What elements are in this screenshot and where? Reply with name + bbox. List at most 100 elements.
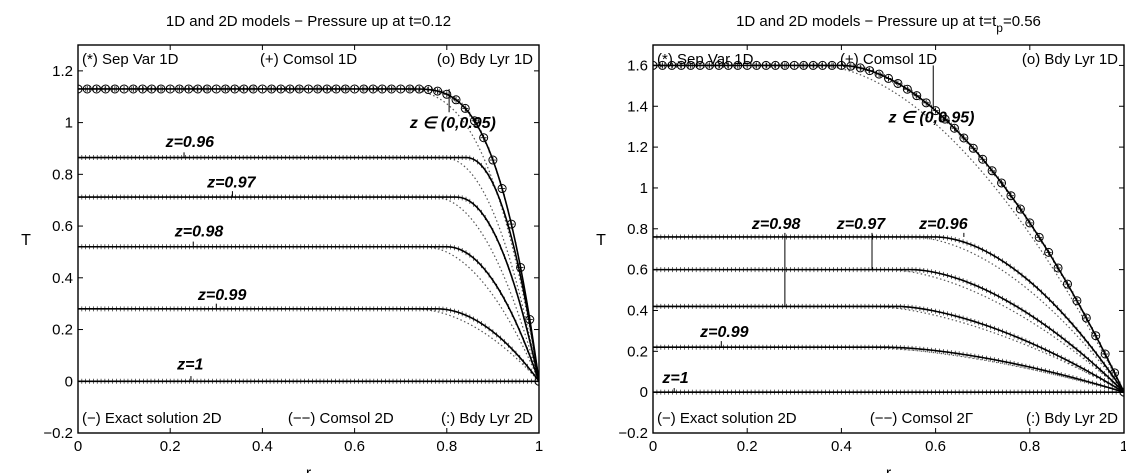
series-marker-o	[78, 84, 83, 94]
legend-comsol-1d: (+) Comsol 1D	[260, 51, 357, 68]
chart-panel-right: 1D and 2D models − Pressure up at t=tp=0…	[596, 13, 1126, 473]
x-tick-label: 0	[74, 438, 82, 455]
series-marker-o	[497, 184, 507, 194]
series-marker-o	[931, 106, 941, 116]
series-marker-o	[230, 84, 240, 94]
legend-comsol-2d: (−−) Comsol 2Γ	[870, 410, 973, 427]
curve-annotation: z=0.98	[174, 223, 224, 240]
chart-title: 1D and 2D models − Pressure up at t=tp=0…	[736, 13, 1041, 35]
curve-annotation: z=0.97	[836, 216, 887, 233]
series-marker-o	[396, 84, 406, 94]
series-marker-o	[377, 84, 387, 94]
series-marker-o	[921, 98, 931, 108]
series-marker-o	[799, 60, 809, 70]
series-marker-o	[516, 262, 526, 272]
series-bdy-lyr-2d	[78, 308, 539, 382]
series-marker-o	[723, 60, 733, 70]
x-tick-label: 0.6	[925, 438, 946, 455]
series-marker-o	[257, 84, 267, 94]
curve-annotation: z=0.97	[206, 174, 257, 191]
series-marker-o	[1025, 218, 1035, 228]
curve-annotation: z ∈ (0,0.95)	[888, 110, 975, 127]
series-marker-o	[165, 84, 175, 94]
series-marker-o	[101, 84, 111, 94]
series-marker-o	[874, 69, 884, 79]
series-marker-o	[742, 60, 752, 70]
x-tick-label: 1	[535, 438, 543, 455]
series-marker-o	[184, 84, 194, 94]
curve-annotation: z=1	[661, 370, 688, 387]
series-marker-o	[433, 86, 443, 96]
series-marker-o	[653, 60, 658, 70]
series-bdy-lyr-2d	[78, 196, 539, 382]
series-line	[78, 196, 539, 382]
title-subscript: p	[996, 21, 1003, 35]
legend-exact-2d: (−) Exact solution 2D	[82, 410, 222, 427]
y-tick-label: 0.2	[52, 322, 73, 339]
y-tick-label: 0.4	[52, 270, 73, 287]
series-marker-o	[705, 60, 715, 70]
series-marker-o	[82, 84, 92, 94]
series-marker-o	[1053, 263, 1063, 273]
x-tick-label: 0.4	[252, 438, 273, 455]
series-marker-o	[902, 84, 912, 94]
series-marker-o	[959, 133, 969, 143]
y-tick-label: 0	[65, 373, 73, 390]
series-marker-o	[221, 84, 231, 94]
series-marker-o	[818, 60, 828, 70]
curve-annotation: z=0.99	[197, 287, 247, 304]
series-marker-o	[340, 84, 350, 94]
legend-bdy-lyr-2d: (:) Bdy Lyr 2D	[441, 410, 533, 427]
series-line	[78, 156, 539, 382]
series-marker-o	[808, 60, 818, 70]
y-tick-label: 0.4	[627, 302, 648, 319]
series-marker-o	[686, 60, 696, 70]
series-marker-o	[91, 84, 101, 94]
series-marker-o	[211, 84, 221, 94]
series-marker-o	[304, 84, 313, 94]
series-marker-o	[414, 84, 424, 94]
curve-annotation: z=0.99	[699, 324, 749, 341]
series-marker-o	[451, 95, 461, 105]
series-line	[78, 308, 539, 382]
legend-bdy-lyr-1d: (o) Bdy Lyr 1D	[1022, 51, 1118, 68]
series-marker-o	[836, 60, 846, 70]
series-bdy-lyr-2d	[78, 246, 539, 382]
series-marker-o	[949, 123, 959, 133]
series-marker-o	[442, 89, 452, 99]
series-marker-o	[770, 60, 780, 70]
x-tick-label: 1	[1120, 438, 1126, 455]
series-marker-o	[1100, 349, 1110, 359]
series-marker-o	[138, 84, 148, 94]
series-marker-o	[893, 78, 903, 88]
curve-annotation: z=0.98	[751, 216, 801, 233]
y-tick-label: 1.6	[627, 57, 648, 74]
series-marker-o	[479, 133, 489, 143]
series-marker-o	[1062, 279, 1072, 289]
series-marker-o	[119, 84, 129, 94]
series-marker-o	[789, 60, 799, 70]
series-marker-o	[884, 73, 893, 83]
chart-title: 1D and 2D models − Pressure up at t=0.12	[166, 13, 451, 30]
series-marker-o	[350, 84, 360, 94]
x-tick-label: 0	[649, 438, 657, 455]
series-marker-o	[313, 84, 323, 94]
series-marker-o	[1015, 204, 1025, 214]
curve-annotation: z=0.96	[165, 134, 215, 151]
curve-annotation: z=0.96	[918, 216, 968, 233]
series-marker-o	[912, 91, 922, 101]
legend-exact-2d: (−) Exact solution 2D	[657, 410, 797, 427]
y-tick-label: −0.2	[618, 425, 648, 442]
x-tick-label: 0.8	[436, 438, 457, 455]
legend-sep-var-1d: (*) Sep Var 1D	[82, 51, 179, 68]
series-marker-o	[193, 84, 203, 94]
plot-frame	[77, 44, 540, 434]
series-marker-o	[1081, 313, 1091, 323]
x-tick-label: 0.4	[831, 438, 852, 455]
series-marker-o	[294, 84, 304, 94]
series-group	[78, 84, 539, 386]
series-marker-o	[997, 178, 1007, 188]
y-tick-label: 0.8	[627, 221, 648, 238]
curve-annotation: z=1	[176, 357, 203, 374]
series-marker-o	[460, 103, 470, 113]
